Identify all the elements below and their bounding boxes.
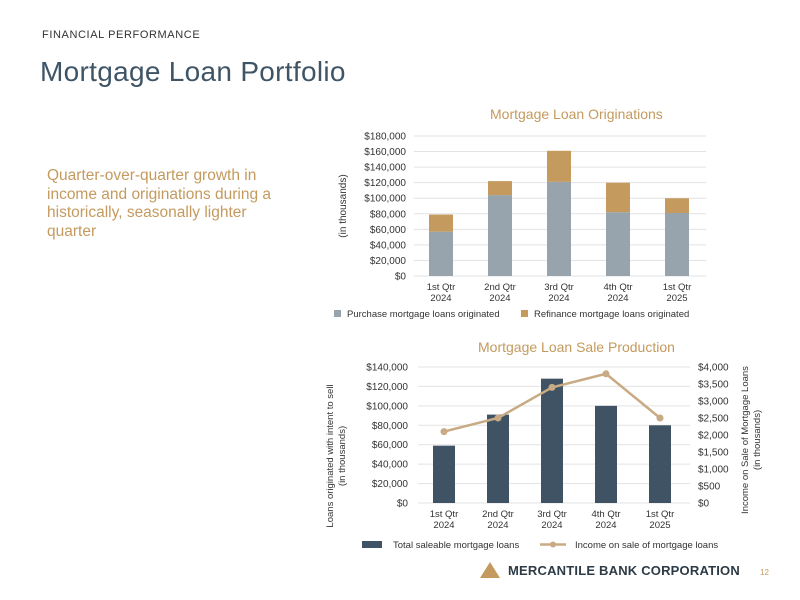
y2-axis-label-line1: Income on Sale of Mortgage Loans — [740, 366, 751, 514]
bar-segment — [606, 212, 630, 276]
x-tick-label: 2024 — [548, 293, 569, 304]
y-tick-label: $80,000 — [372, 421, 409, 432]
y2-axis-label-line2: (in thousands) — [752, 410, 763, 470]
line-point — [440, 428, 448, 436]
tagline-text: Quarter-over-quarter growth in income an… — [47, 167, 272, 240]
line-point — [602, 370, 610, 378]
y-tick-label: $80,000 — [370, 209, 407, 220]
y2-tick-label: $500 — [698, 482, 721, 493]
page-number: 12 — [760, 568, 769, 577]
x-tick-label: 1st Qtr — [427, 282, 456, 293]
x-tick-label: 2024 — [541, 520, 562, 531]
company-logo: MERCANTILE BANK CORPORATION — [480, 562, 740, 578]
bar-segment — [429, 214, 453, 232]
legend-label: Income on sale of mortgage loans — [575, 540, 718, 551]
chart-title-sale-production: Mortgage Loan Sale Production — [478, 339, 675, 355]
legend-swatch — [334, 310, 341, 317]
y-tick-label: $0 — [395, 272, 407, 283]
legend-label: Purchase mortgage loans originated — [347, 309, 500, 320]
y-tick-label: $140,000 — [366, 363, 408, 374]
bar-segment — [488, 181, 512, 196]
x-tick-label: 2024 — [595, 520, 616, 531]
x-tick-label: 2nd Qtr — [484, 282, 516, 293]
y2-tick-label: $4,000 — [698, 363, 729, 374]
company-name: MERCANTILE BANK CORPORATION — [508, 562, 740, 578]
y2-tick-label: $3,000 — [698, 397, 729, 408]
page-title: Mortgage Loan Portfolio — [40, 56, 346, 87]
x-tick-label: 2024 — [487, 520, 508, 531]
bar — [433, 445, 455, 503]
x-tick-label: 2025 — [666, 293, 687, 304]
y-tick-label: $20,000 — [372, 479, 409, 490]
y2-tick-label: $0 — [698, 499, 710, 510]
bar-segment — [429, 231, 453, 276]
y2-tick-label: $1,500 — [698, 448, 729, 459]
y2-tick-label: $2,500 — [698, 414, 729, 425]
x-tick-label: 2025 — [649, 520, 670, 531]
section-eyebrow: FINANCIAL PERFORMANCE — [42, 29, 201, 41]
y-tick-label: $140,000 — [364, 163, 406, 174]
y-tick-label: $120,000 — [364, 178, 406, 189]
y-tick-label: $40,000 — [372, 460, 409, 471]
x-tick-label: 2024 — [489, 293, 510, 304]
y2-tick-label: $3,500 — [698, 380, 729, 391]
y-tick-label: $60,000 — [370, 225, 407, 236]
legend-marker — [550, 541, 556, 548]
bar — [487, 414, 509, 503]
x-tick-label: 2024 — [430, 293, 451, 304]
y-axis-label: (in thousands) — [338, 174, 349, 237]
x-tick-label: 1st Qtr — [430, 509, 459, 520]
bar-segment — [606, 182, 630, 213]
y-tick-label: $40,000 — [370, 240, 407, 251]
line-point — [656, 414, 664, 422]
bar — [595, 405, 617, 503]
bar-segment — [488, 195, 512, 276]
x-tick-label: 3rd Qtr — [537, 509, 567, 520]
bar — [649, 425, 671, 503]
x-tick-label: 2024 — [607, 293, 628, 304]
legend-swatch — [362, 541, 382, 548]
y2-tick-label: $2,000 — [698, 431, 729, 442]
y-tick-label: $100,000 — [364, 194, 406, 205]
bar — [541, 378, 563, 503]
bar-segment — [547, 181, 571, 276]
x-tick-label: 1st Qtr — [646, 509, 675, 520]
y-tick-label: $20,000 — [370, 256, 407, 267]
y-tick-label: $0 — [397, 499, 409, 510]
legend-label: Total saleable mortgage loans — [393, 540, 519, 551]
y-axis-label-line1: Loans originated with intent to sell — [325, 384, 336, 527]
y-tick-label: $160,000 — [364, 147, 406, 158]
triangle-logo-icon — [480, 562, 500, 578]
x-tick-label: 1st Qtr — [663, 282, 692, 293]
y-axis-label-line2: (in thousands) — [337, 426, 348, 486]
x-tick-label: 4th Qtr — [603, 282, 632, 293]
bar-segment — [665, 198, 689, 213]
x-tick-label: 4th Qtr — [591, 509, 620, 520]
y-tick-label: $180,000 — [364, 132, 406, 143]
bar-segment — [547, 150, 571, 182]
chart-title-originations: Mortgage Loan Originations — [490, 106, 663, 122]
x-tick-label: 3rd Qtr — [544, 282, 574, 293]
legend-label: Refinance mortgage loans originated — [534, 309, 689, 320]
x-tick-label: 2024 — [433, 520, 454, 531]
y-tick-label: $60,000 — [372, 440, 409, 451]
y-tick-label: $120,000 — [366, 382, 408, 393]
y-tick-label: $100,000 — [366, 401, 408, 412]
line-point — [548, 383, 556, 391]
y2-tick-label: $1,000 — [698, 465, 729, 476]
line-point — [494, 414, 502, 422]
legend-swatch — [521, 310, 528, 317]
x-tick-label: 2nd Qtr — [482, 509, 514, 520]
bar-segment — [665, 213, 689, 276]
